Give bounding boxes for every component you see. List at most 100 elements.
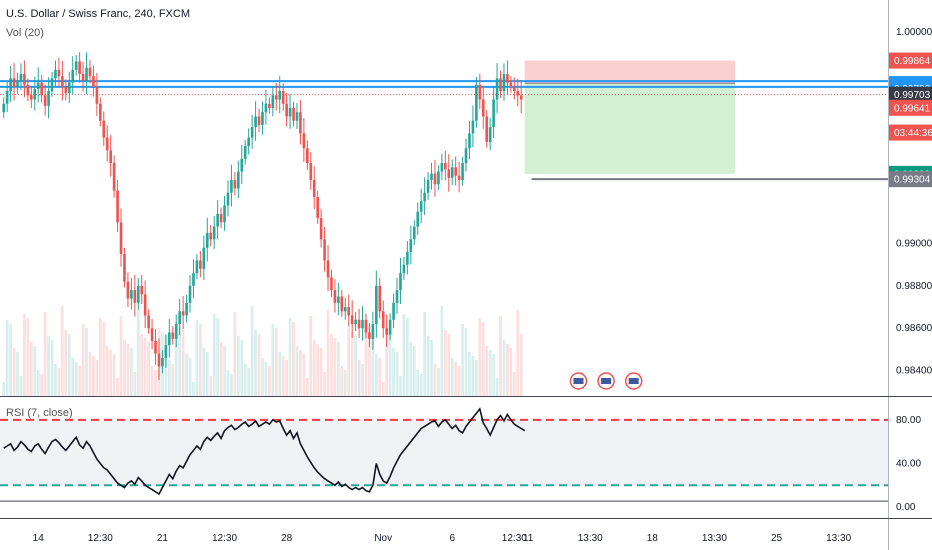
candle-body [226,192,230,206]
volume-bar [5,320,9,396]
volume-bar [368,326,371,396]
candle-body [92,76,95,87]
volume-bar [488,350,492,396]
time-tick-label: 25 [771,533,783,544]
volume-bar [454,362,458,396]
candle-body [378,285,382,312]
candle-body [30,95,33,100]
volume-bar [481,322,485,396]
volume-bar [174,322,178,396]
price-tick-label: 1.00000 [896,27,932,38]
candle-body [257,116,261,125]
candle-body [347,307,351,316]
volume-bar [405,318,409,396]
candle-body [302,133,306,149]
volume-bar [516,310,520,396]
volume-bar [509,348,513,396]
candle-body [78,61,81,75]
volume-bar [461,324,464,396]
volume-bar [85,328,88,396]
volume-bar [67,334,71,396]
volume-bar [468,352,471,396]
event-flag-stripe-icon [628,378,639,384]
volume-bar [19,376,23,396]
candle-body [268,103,271,108]
time-tick-label: 11 [523,533,534,544]
candle-body [299,112,302,134]
candle-body [254,116,257,128]
candle-body [337,296,340,303]
candle-body [99,103,102,121]
volume-bar [464,328,468,396]
volume-bar [478,318,482,396]
candle-body [140,285,144,295]
candle-body [437,171,440,185]
volume-bar [264,362,268,396]
volume-bar [12,348,16,396]
volume-bar [254,330,257,396]
candle-body [54,69,57,79]
volume-bar [50,340,54,396]
volume-bar [378,358,382,396]
price-tick-label: 0.99000 [896,239,932,250]
candle-body [230,180,233,193]
volume-bar [309,316,313,396]
volume-bar [23,314,26,396]
volume-bar [419,374,423,396]
volume-bar [147,342,151,396]
volume-bar [33,346,37,396]
candle-body [219,213,223,223]
volume-bar [195,320,199,396]
candle-body [468,133,471,149]
candle-body [312,180,316,197]
candle-body [375,285,378,324]
volume-bar [226,370,230,396]
volume-bar [247,368,251,396]
volume-bar [395,352,399,396]
volume-bar [233,312,237,396]
candle-body [64,86,68,94]
volume-bar [192,382,195,396]
candle-body [402,264,406,274]
volume-bar [305,378,309,396]
candle-body [364,319,368,333]
volume-bar [323,372,326,396]
candle-body [292,108,295,121]
volume-bar [316,344,320,396]
volume-bar [102,322,106,396]
volume-bar [492,354,496,396]
volume-bar [2,382,6,396]
candle-body [43,95,47,106]
volume-bar [230,374,233,396]
rsi-tick-label: 40.00 [896,458,921,469]
rsi-band [0,419,888,486]
candle-body [506,74,509,83]
volume-bar [136,310,140,396]
candle-body [16,80,19,87]
volume-bar [188,358,192,396]
volume-bar [133,372,137,396]
volume-bar [223,346,226,396]
candle-body [285,103,288,117]
candle-body [109,150,112,164]
volume-bar [198,324,202,396]
volume-bar [374,354,378,396]
time-tick-label: 14 [33,533,45,544]
volume-bar [299,350,302,396]
price-tag [889,171,932,188]
candle-body [174,324,178,339]
candle-body [157,353,161,367]
time-tick-label: 18 [647,533,659,544]
candle-body [330,277,333,291]
volume-bar [340,366,344,396]
volume-bar [36,370,40,396]
candle-body [36,82,40,89]
candle-body [464,148,468,164]
candle-body [185,302,188,316]
candle-body [102,120,106,138]
candle-body [23,74,26,85]
volume-bar [512,372,516,396]
event-flag-stripe-icon [573,378,584,384]
candle-body [181,311,185,316]
